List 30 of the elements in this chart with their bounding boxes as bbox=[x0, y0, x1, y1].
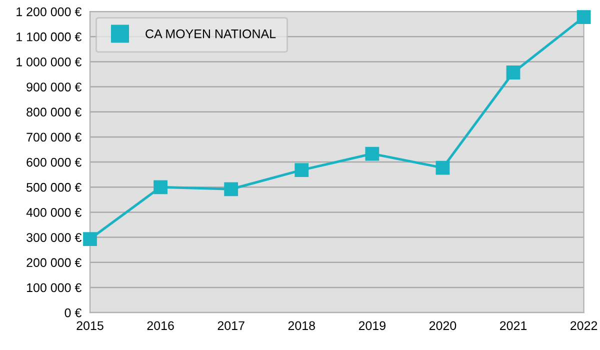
point bbox=[294, 163, 309, 178]
y-tick-label: 200 000 € bbox=[26, 258, 82, 268]
x-tick-label: 2022 bbox=[570, 321, 598, 330]
point bbox=[506, 66, 520, 80]
point bbox=[83, 232, 97, 246]
x-tick-label: 2016 bbox=[147, 321, 174, 330]
point bbox=[224, 182, 238, 196]
legend-label: CA MOYEN NATIONAL bbox=[146, 29, 276, 38]
y-tick-label: 600 000 € bbox=[26, 158, 82, 167]
x-tick-label: 2020 bbox=[429, 321, 456, 330]
x-tick-label: 2019 bbox=[358, 321, 386, 330]
y-tick-label: 500 000 € bbox=[26, 182, 82, 192]
x-tick-label: 2017 bbox=[218, 321, 244, 330]
y-tick-label: 1 100 000 € bbox=[16, 32, 82, 42]
point bbox=[576, 10, 591, 24]
y-tick-label: 300 000 € bbox=[26, 233, 82, 242]
y-tick-label: 800 000 € bbox=[26, 108, 82, 117]
x-tick-label: 2015 bbox=[76, 321, 104, 330]
y-tick-label: 1 200 000 € bbox=[16, 7, 82, 16]
y-tick-label: 1 000 000 € bbox=[16, 58, 82, 66]
point bbox=[436, 160, 450, 175]
point bbox=[154, 180, 168, 194]
y-tick-label: 700 000 € bbox=[26, 132, 82, 142]
y-tick-label: 400 000 € bbox=[26, 208, 82, 217]
y-tick-label: 900 000 € bbox=[26, 82, 82, 92]
x-tick-label: 2021 bbox=[500, 321, 527, 330]
y-tick-label: 0 € bbox=[64, 308, 82, 318]
x-tick-label: 2018 bbox=[288, 321, 315, 330]
y-tick-label: 100 000 € bbox=[27, 283, 82, 292]
point bbox=[365, 146, 380, 161]
